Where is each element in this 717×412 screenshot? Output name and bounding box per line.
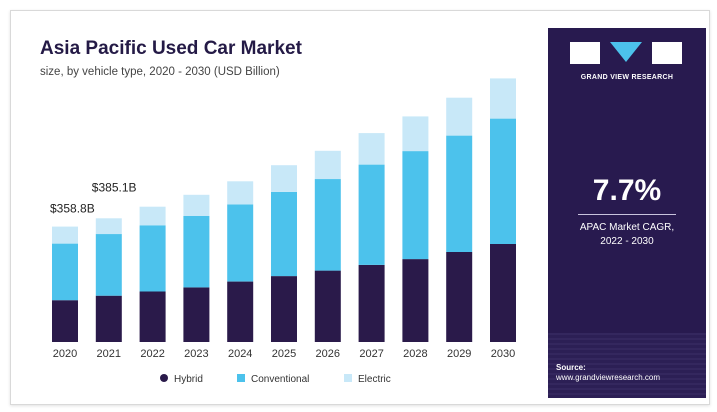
x-tick-label-2021: 2021 xyxy=(97,348,121,360)
cagr-label-line2: 2022 - 2030 xyxy=(600,236,654,247)
logo-left-icon xyxy=(570,42,600,64)
bar-electric-2030 xyxy=(490,78,516,119)
bar-conventional-2021 xyxy=(95,234,122,296)
x-tick-label-2025: 2025 xyxy=(272,348,296,360)
bar-electric-2029 xyxy=(446,97,473,136)
bar-electric-2020 xyxy=(52,226,78,244)
bar-hybrid-2026 xyxy=(314,270,341,342)
bar-conventional-2030 xyxy=(490,118,516,244)
brand-logo xyxy=(570,42,686,68)
bar-conventional-2029 xyxy=(446,135,473,252)
x-tick-label-2023: 2023 xyxy=(184,348,208,360)
logo-triangle-icon xyxy=(610,42,642,62)
bar-annotation-2020: $358.8B xyxy=(50,202,95,216)
bar-electric-2027 xyxy=(358,133,385,165)
bar-electric-2024 xyxy=(227,181,254,205)
bar-hybrid-2029 xyxy=(446,252,473,342)
source-band xyxy=(548,333,706,398)
cagr-divider xyxy=(578,214,676,215)
bar-hybrid-2020 xyxy=(52,300,78,342)
source-note: Source: www.grandviewresearch.com xyxy=(556,363,660,383)
logo-right-icon xyxy=(652,42,682,64)
legend-label-conventional: Conventional xyxy=(251,374,309,385)
bar-hybrid-2027 xyxy=(358,264,385,342)
legend-marker-hybrid xyxy=(160,374,168,382)
bar-electric-2028 xyxy=(402,116,429,152)
bar-electric-2025 xyxy=(271,165,297,192)
bar-conventional-2027 xyxy=(358,164,385,265)
bar-conventional-2022 xyxy=(139,225,166,292)
legend-marker-conventional xyxy=(237,374,245,382)
bar-electric-2022 xyxy=(139,206,166,226)
bar-annotation-2021: $385.1B xyxy=(92,180,137,194)
x-tick-label-2026: 2026 xyxy=(316,348,340,360)
x-tick-label-2029: 2029 xyxy=(447,348,471,360)
bar-hybrid-2024 xyxy=(227,281,254,342)
legend-label-hybrid: Hybrid xyxy=(174,374,203,385)
bar-conventional-2020 xyxy=(52,243,78,301)
cagr-value: 7.7% xyxy=(592,174,662,207)
x-tick-label-2027: 2027 xyxy=(359,348,383,360)
legend-marker-electric xyxy=(344,374,352,382)
bar-conventional-2028 xyxy=(402,151,429,260)
bar-hybrid-2025 xyxy=(271,276,297,342)
bar-conventional-2025 xyxy=(271,191,297,277)
chart-title: Asia Pacific Used Car Market xyxy=(40,38,302,59)
chart-subtitle: size, by vehicle type, 2020 - 2030 (USD … xyxy=(40,66,280,78)
source-label: Source: xyxy=(556,363,586,372)
x-tick-label-2030: 2030 xyxy=(491,348,515,360)
bar-electric-2021 xyxy=(95,218,122,235)
bar-conventional-2024 xyxy=(227,204,254,282)
bar-electric-2026 xyxy=(314,150,341,180)
cagr-label-line1: APAC Market CAGR, xyxy=(579,222,675,233)
source-url[interactable]: www.grandviewresearch.com xyxy=(556,373,661,382)
bar-hybrid-2028 xyxy=(402,259,429,342)
brand-name: GRAND VIEW RESEARCH xyxy=(580,74,674,81)
bar-electric-2023 xyxy=(183,194,210,216)
x-tick-label-2020: 2020 xyxy=(53,348,77,360)
bar-conventional-2026 xyxy=(314,179,341,271)
x-tick-label-2028: 2028 xyxy=(403,348,427,360)
bar-conventional-2023 xyxy=(183,216,210,288)
info-panel: GRAND VIEW RESEARCH 7.7% APAC Market CAG… xyxy=(548,28,706,398)
x-tick-label-2022: 2022 xyxy=(140,348,164,360)
bar-hybrid-2022 xyxy=(139,291,166,342)
legend-label-electric: Electric xyxy=(358,374,391,385)
cagr-label: APAC Market CAGR, 2022 - 2030 xyxy=(548,221,706,249)
bar-hybrid-2021 xyxy=(95,295,122,342)
bar-hybrid-2023 xyxy=(183,287,210,342)
bar-hybrid-2030 xyxy=(490,244,516,342)
x-tick-label-2024: 2024 xyxy=(228,348,252,360)
